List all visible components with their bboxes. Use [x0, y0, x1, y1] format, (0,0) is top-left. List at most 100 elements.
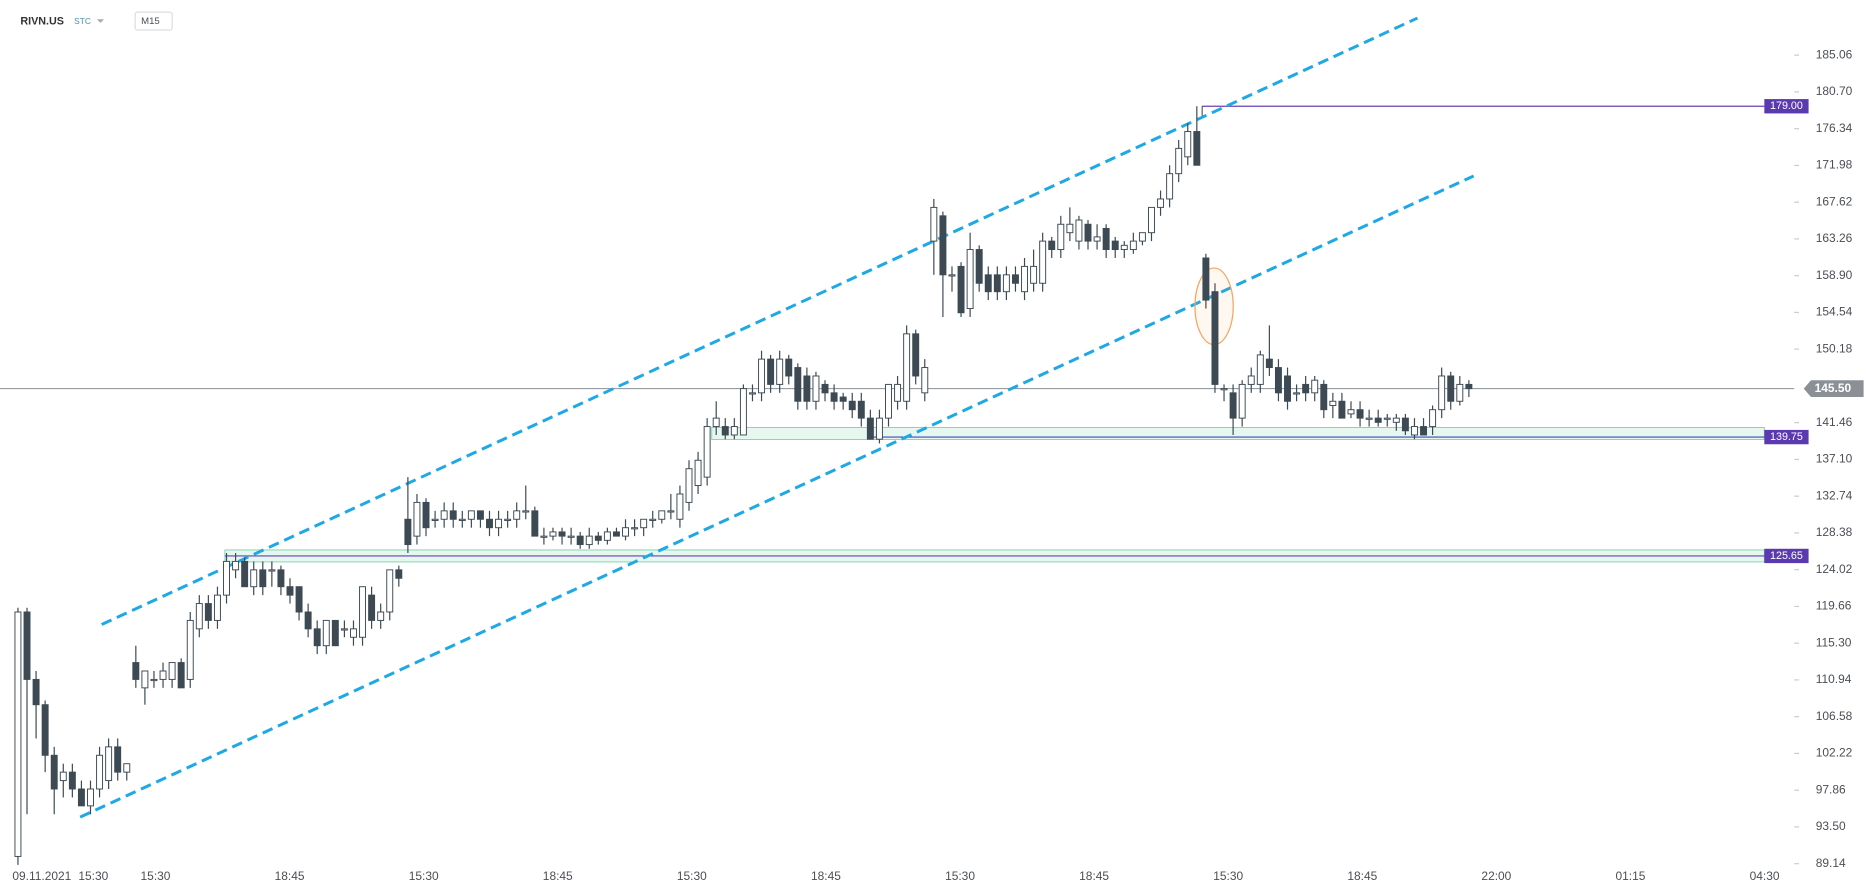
y-tick-label: 185.06	[1816, 47, 1853, 61]
candle-body	[1175, 147, 1183, 175]
candle-body	[531, 510, 539, 537]
candle-body	[1465, 383, 1473, 390]
y-tick-label: 176.34	[1816, 121, 1853, 135]
y-tick-label: 132.74	[1816, 488, 1853, 502]
x-tick-label: 01:15	[1616, 869, 1646, 883]
candle-body	[486, 518, 493, 529]
candle-body	[1021, 265, 1028, 293]
x-tick-label: 22:00	[1481, 869, 1511, 883]
x-tick-label: 15:30	[409, 869, 439, 883]
candle-body	[1247, 375, 1255, 385]
candle-body	[277, 569, 285, 588]
candle-body	[476, 510, 484, 520]
candle-body	[340, 628, 348, 631]
candle-body	[1456, 383, 1464, 402]
candle-body	[241, 560, 249, 588]
candle-body	[676, 493, 684, 520]
candle-body	[1338, 400, 1346, 419]
candle-body	[395, 569, 403, 579]
candle-body	[41, 704, 49, 756]
y-tick-label: 128.38	[1816, 525, 1853, 539]
dropdown-arrow[interactable]	[96, 19, 105, 23]
candle-body	[1438, 375, 1446, 411]
candle-body	[32, 678, 40, 706]
y-tick-label: 89.14	[1816, 856, 1846, 870]
candle-body	[141, 670, 149, 689]
candle-body	[1284, 375, 1291, 402]
candle-body	[1274, 367, 1282, 394]
candle-body	[830, 392, 838, 402]
candle-body	[658, 510, 666, 520]
current-price-bg	[1803, 380, 1864, 397]
candle-body	[77, 788, 85, 807]
candle-body	[767, 358, 775, 385]
candle-body	[359, 586, 367, 638]
candle-body	[177, 662, 185, 689]
candle-body	[1256, 354, 1264, 385]
candle-body	[930, 206, 938, 242]
candle-body	[640, 518, 648, 529]
candle-body	[223, 560, 230, 596]
candle-body	[1447, 375, 1455, 402]
channel-lower	[79, 174, 1475, 819]
candle-body	[204, 603, 212, 621]
candle-body	[622, 527, 629, 537]
candle-body	[1320, 383, 1328, 411]
candle-body	[1356, 409, 1364, 419]
interval[interactable]: M15	[141, 16, 160, 27]
candle-body	[866, 417, 874, 440]
x-tick-label: 15:30	[677, 869, 707, 883]
candle-body	[631, 527, 639, 530]
level-label: 125.65	[1770, 550, 1803, 562]
candle-body	[1129, 240, 1137, 251]
y-tick-label: 110.94	[1816, 672, 1852, 686]
candle-body	[386, 569, 394, 613]
candle-body	[232, 560, 240, 571]
candle-body	[1184, 131, 1192, 158]
candle-body	[848, 400, 856, 411]
candle-body	[1420, 426, 1428, 436]
interval-button[interactable]	[134, 11, 173, 31]
candle-body	[1193, 131, 1201, 166]
y-tick-label: 167.62	[1816, 194, 1853, 208]
candle-body	[286, 586, 294, 596]
candle-body	[567, 535, 575, 538]
candle-body	[712, 417, 720, 428]
candle-body	[1410, 426, 1418, 436]
candle-body	[649, 518, 657, 521]
candle-body	[558, 531, 566, 537]
candle-body	[857, 400, 865, 419]
candle-body	[794, 367, 802, 402]
symbol-tag[interactable]: STC	[74, 16, 91, 26]
y-tick-label: 180.70	[1816, 84, 1853, 98]
candle-body	[1392, 417, 1400, 423]
x-tick-label: 04:30	[1750, 869, 1780, 883]
x-tick-label: 18:45	[275, 869, 305, 883]
candle-body	[1293, 392, 1301, 395]
candle-body	[50, 754, 58, 790]
candle-body	[1347, 409, 1355, 415]
candle-body	[1329, 400, 1337, 406]
candle-body	[250, 569, 258, 588]
candle-body	[812, 375, 820, 402]
x-tick-label: 09.11.2021	[12, 869, 71, 883]
candle-body	[114, 746, 122, 773]
candle-body	[612, 531, 620, 537]
y-tick-label: 141.46	[1816, 415, 1853, 429]
candle-body	[1148, 206, 1155, 234]
candle-body	[885, 383, 892, 419]
candle-body	[721, 426, 729, 436]
candle-body	[1102, 227, 1110, 251]
symbol: RIVN.US	[20, 16, 64, 28]
candle-body	[322, 619, 330, 647]
candle-body	[68, 771, 76, 790]
candle-body	[1002, 274, 1010, 293]
candle-body	[259, 569, 267, 588]
candle-body	[785, 358, 793, 377]
candle-body	[776, 358, 784, 385]
y-tick-label: 150.18	[1816, 341, 1853, 355]
x-tick-label: 18:45	[543, 869, 573, 883]
candle-body	[975, 249, 983, 284]
candle-body	[1093, 236, 1101, 242]
